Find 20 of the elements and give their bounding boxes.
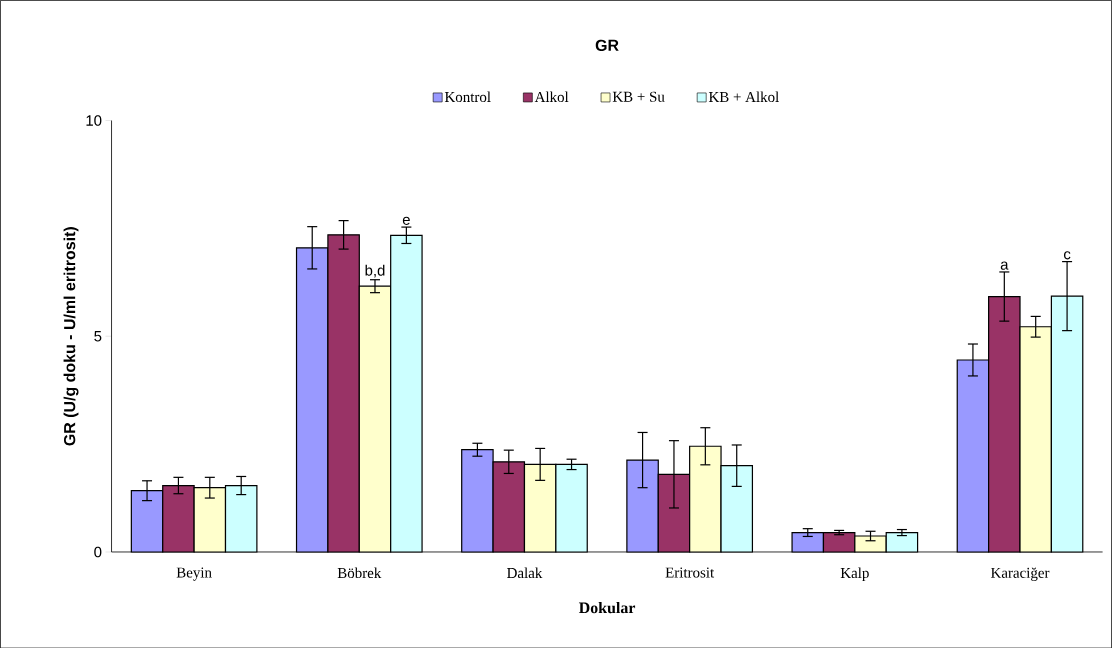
x-tick-label: Eritrosit <box>665 567 715 578</box>
y-tick-label: 10 <box>86 114 102 126</box>
x-tick-label: Kalp <box>840 567 869 581</box>
y-axis-title: GR (U/g doku - U/ml eritrosit) <box>63 226 79 446</box>
legend-label: Kontrol <box>444 91 491 102</box>
legend-label: Alkol <box>534 91 569 102</box>
x-axis-title: Dokular <box>578 601 636 613</box>
legend-label: KB + Alkol <box>708 91 779 102</box>
x-tick-label: Böbrek <box>337 567 382 578</box>
annotation: c <box>1063 250 1071 260</box>
legend-label: KB + Su <box>612 91 665 102</box>
x-tick-label: Karaciğer <box>990 567 1050 581</box>
y-tick-label: 5 <box>94 330 102 342</box>
annotation: b,d <box>365 264 385 278</box>
x-tick-label: Beyin <box>176 567 212 581</box>
y-tick-label: 0 <box>94 546 102 558</box>
annotation: e <box>402 216 410 225</box>
annotation: a <box>1000 261 1009 270</box>
chart-title: GR <box>595 39 619 51</box>
x-tick-label: Dalak <box>507 567 543 578</box>
